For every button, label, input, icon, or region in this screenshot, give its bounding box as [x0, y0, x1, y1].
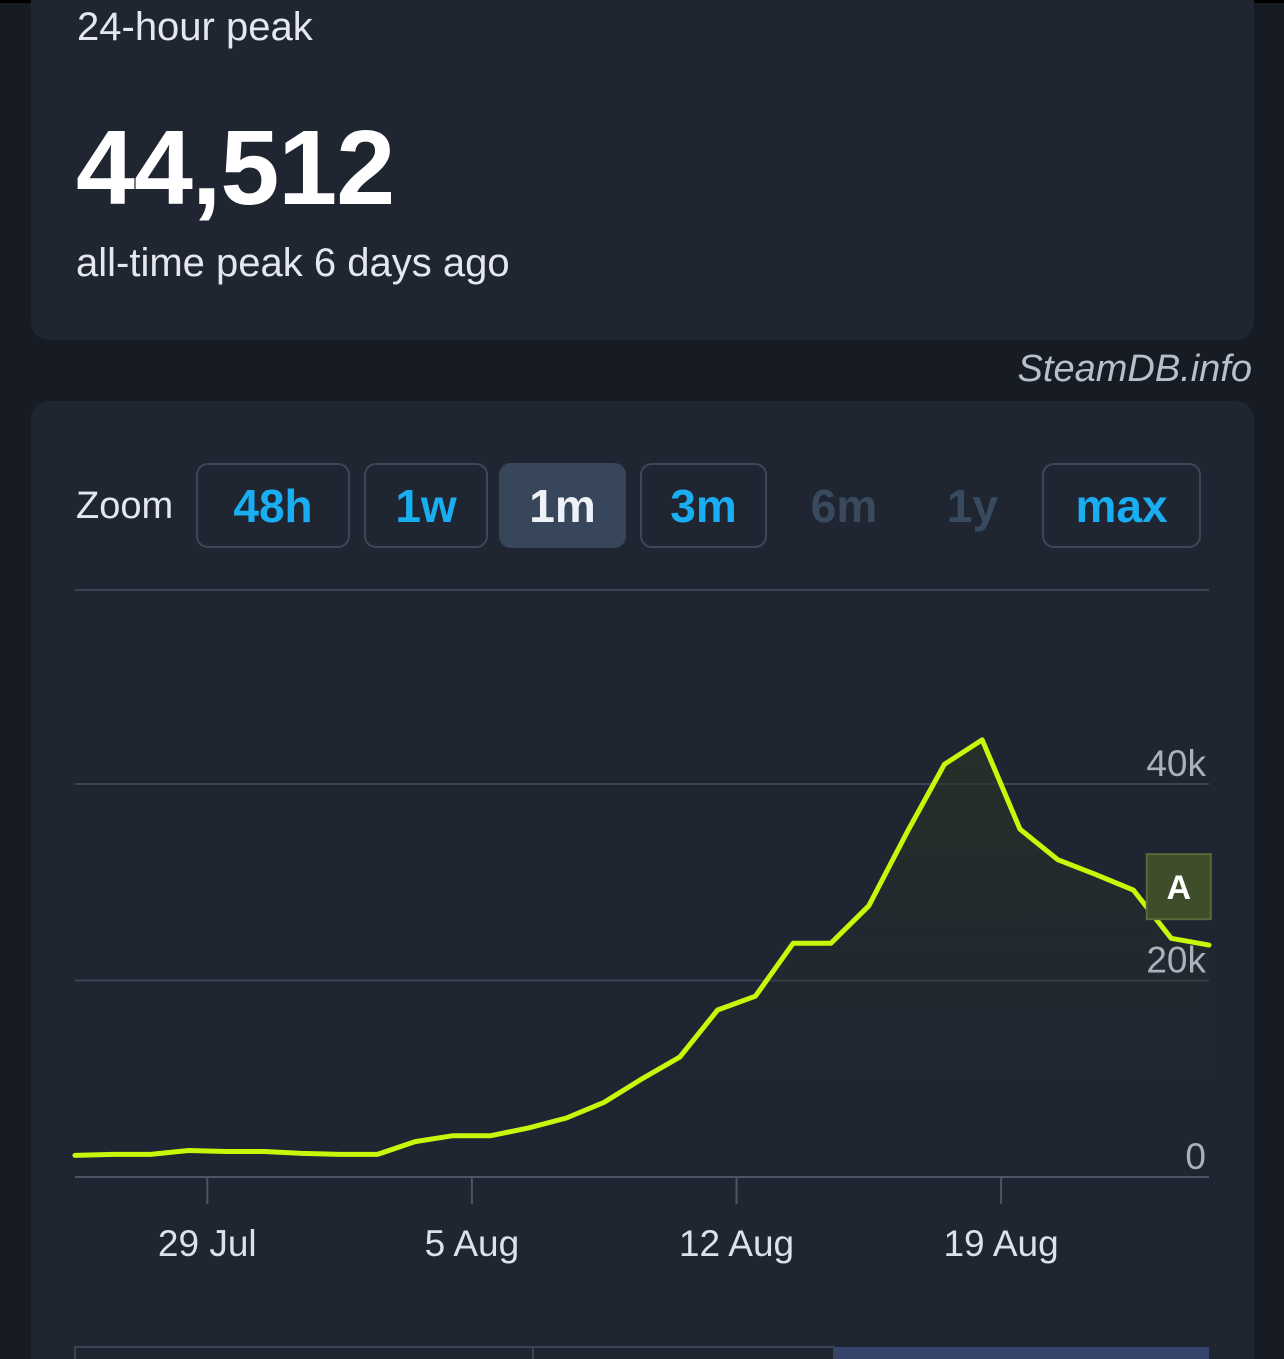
- annotation-label: A: [1166, 869, 1191, 907]
- x-tick-label: 29 Jul: [158, 1223, 257, 1264]
- x-tick-label: 5 Aug: [425, 1223, 520, 1264]
- zoom-button-3m[interactable]: 3m: [640, 463, 767, 548]
- y-tick-label: 0: [1185, 1136, 1206, 1177]
- series-area: [75, 739, 1209, 1177]
- series-line[interactable]: [72, 737, 1212, 1158]
- y-tick-label: 40k: [1146, 743, 1206, 784]
- zoom-button-1m[interactable]: 1m: [499, 463, 626, 548]
- navigator-segment: [532, 1346, 835, 1359]
- zoom-button-max[interactable]: max: [1042, 463, 1201, 548]
- zoom-button-1w[interactable]: 1w: [364, 463, 488, 548]
- navigator-segment: [74, 1346, 534, 1359]
- x-tick-label: 12 Aug: [679, 1223, 794, 1264]
- brand-watermark: SteamDB.info: [1017, 348, 1252, 390]
- zoom-button-48h[interactable]: 48h: [196, 463, 350, 548]
- stats-card: [31, 0, 1254, 340]
- stat-subtitle: all-time peak 6 days ago: [76, 241, 510, 285]
- navigator-selection[interactable]: [835, 1347, 1209, 1359]
- y-tick-label: 20k: [1146, 940, 1206, 981]
- zoom-button-6m: 6m: [810, 479, 878, 532]
- stat-label: 24-hour peak: [77, 5, 313, 49]
- x-tick-label: 19 Aug: [943, 1223, 1058, 1264]
- annotation-flag[interactable]: [1145, 853, 1212, 921]
- stat-value: 44,512: [76, 109, 395, 227]
- zoom-button-1y: 1y: [946, 479, 999, 532]
- zoom-label: Zoom: [76, 485, 174, 527]
